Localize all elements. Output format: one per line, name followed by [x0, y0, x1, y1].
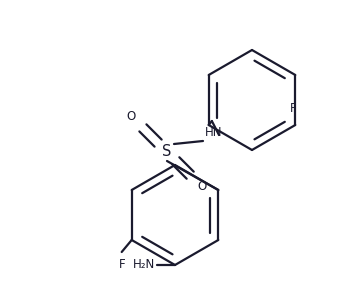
Text: O: O — [197, 180, 207, 193]
Text: HN: HN — [205, 127, 222, 139]
Text: S: S — [162, 144, 172, 159]
Text: F: F — [290, 102, 297, 115]
Text: H₂N: H₂N — [133, 258, 155, 272]
Text: F: F — [118, 258, 125, 271]
Text: O: O — [126, 110, 136, 122]
